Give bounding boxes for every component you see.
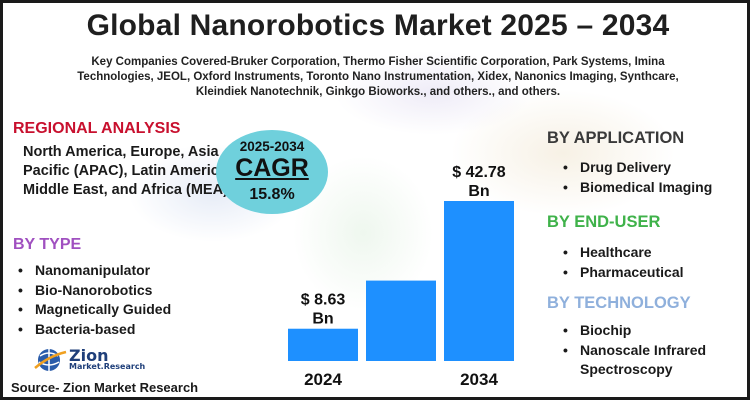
bar-middle (366, 280, 436, 361)
application-item: Drug Delivery (560, 158, 712, 178)
bar-2024 (288, 328, 358, 361)
globe-logo-icon (34, 349, 67, 371)
cagr-label: CAGR (235, 154, 309, 182)
technology-item: Nanoscale Infrared Spectroscopy (560, 341, 730, 380)
application-item: Biomedical Imaging (560, 178, 712, 198)
by-type-heading: BY TYPE (13, 236, 82, 253)
by-application-list: Drug Delivery Biomedical Imaging (560, 158, 712, 197)
by-end-user-heading: BY END-USER (547, 213, 661, 231)
source-text: Source- Zion Market Research (11, 380, 199, 395)
technology-item: Biochip (560, 321, 730, 341)
by-application-heading: BY APPLICATION (547, 129, 685, 147)
logo-wordmark: Zion (69, 346, 109, 365)
category-label: 2024 (304, 370, 342, 389)
regional-analysis-heading: REGIONAL ANALYSIS (13, 120, 181, 137)
data-label: $ 8.63 (301, 292, 346, 309)
by-technology-list: Biochip Nanoscale Infrared Spectroscopy (560, 321, 730, 380)
category-label: 2034 (460, 370, 498, 389)
end-user-item: Healthcare (560, 243, 684, 263)
bar-2034 (444, 201, 514, 361)
end-user-item: Pharmaceutical (560, 263, 684, 283)
data-label: Bn (468, 183, 489, 200)
type-item: Nanomanipulator (15, 261, 171, 281)
cagr-years: 2025-2034 (239, 139, 305, 154)
by-technology-heading: BY TECHNOLOGY (547, 294, 691, 312)
data-label: $ 42.78 (452, 164, 505, 181)
by-end-user-list: Healthcare Pharmaceutical (560, 243, 684, 282)
by-type-list: Nanomanipulator Bio-Nanorobotics Magneti… (15, 261, 171, 339)
zion-logo: Zion Market.Research (33, 346, 153, 374)
page-title: Global Nanorobotics Market 2025 – 2034 (86, 9, 670, 42)
logo-subtext: Market.Research (69, 362, 146, 371)
data-label: Bn (312, 311, 333, 328)
type-item: Bacteria-based (15, 320, 171, 340)
market-size-bar-chart: $ 8.63 Bn 2024 $ 42.78 Bn 2034 (288, 164, 514, 389)
type-item: Magnetically Guided (15, 300, 171, 320)
cagr-value: 15.8% (249, 186, 295, 203)
cagr-badge: 2025-2034 CAGR 15.8% (216, 130, 328, 214)
key-companies-text: Key Companies Covered-Bruker Corporation… (77, 56, 679, 98)
regional-analysis-text: North America, Europe, Asia Pacific (APA… (23, 144, 231, 198)
type-item: Bio-Nanorobotics (15, 281, 171, 301)
